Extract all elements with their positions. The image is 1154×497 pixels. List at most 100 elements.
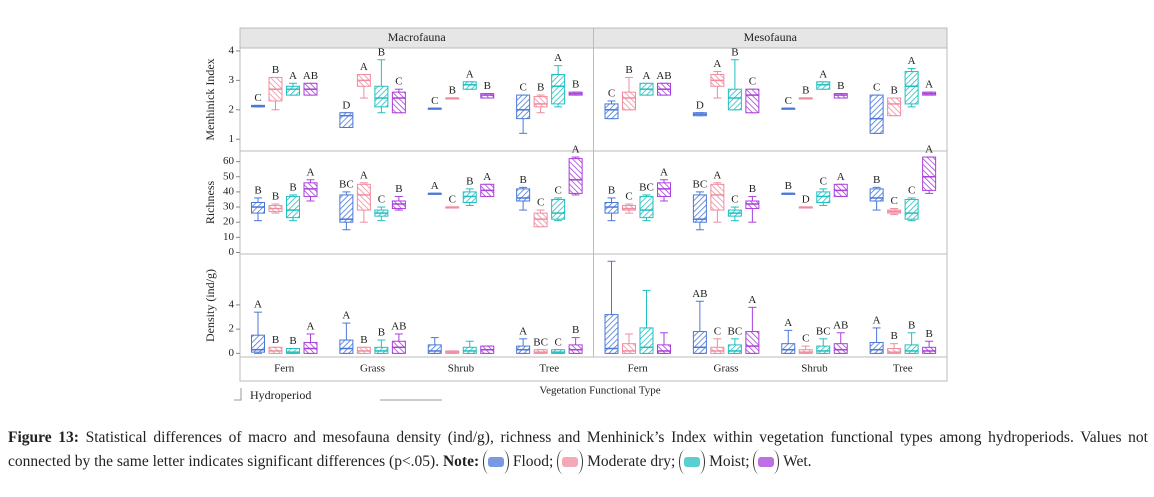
significance-letter: B <box>572 79 579 91</box>
box <box>622 91 636 111</box>
significance-letter: B <box>785 180 792 192</box>
significance-letter: AB <box>692 288 707 300</box>
significance-letter: C <box>625 191 632 203</box>
significance-letter: BC <box>728 325 743 337</box>
y-tick-label: 60 <box>223 155 235 167</box>
box <box>781 343 796 354</box>
significance-letter: C <box>785 95 792 107</box>
significance-letter: B <box>272 334 279 346</box>
significance-letter: BC <box>339 178 354 190</box>
significance-letter: A <box>360 61 368 73</box>
significance-letter: BC <box>533 336 548 348</box>
significance-letter: C <box>873 82 880 94</box>
box <box>286 195 300 219</box>
significance-letter: A <box>784 317 792 329</box>
box <box>251 202 265 214</box>
box <box>745 331 760 354</box>
significance-letter: B <box>378 327 385 339</box>
box <box>604 103 619 120</box>
box <box>551 198 566 220</box>
significance-letter: A <box>289 70 297 82</box>
legend-swatch-frame <box>679 450 706 474</box>
y-tick-label: 4 <box>229 44 235 56</box>
legend-label: Wet. <box>783 453 812 470</box>
box <box>604 314 619 354</box>
significance-letter: C <box>820 175 827 187</box>
y-axis-title: Density (ind/g) <box>203 269 217 342</box>
significance-letter: BC <box>816 325 831 337</box>
box <box>887 348 902 354</box>
significance-letter: A <box>342 310 350 322</box>
legend-label: Moist; <box>709 453 750 470</box>
significance-letter: B <box>272 64 279 76</box>
significance-letter: A <box>713 169 721 181</box>
significance-letter: C <box>608 88 615 100</box>
significance-letter: B <box>837 80 844 92</box>
box <box>904 71 919 105</box>
y-tick-label: 50 <box>223 170 235 182</box>
x-axis-frame <box>239 356 948 382</box>
significance-letter: A <box>307 166 315 178</box>
significance-letter: B <box>749 183 756 195</box>
box <box>869 341 884 354</box>
significance-letter: A <box>572 144 580 156</box>
box <box>303 182 318 197</box>
significance-letter: B <box>908 319 915 331</box>
y-tick-label: 20 <box>223 216 235 228</box>
significance-letter: A <box>837 171 845 183</box>
box <box>286 85 300 96</box>
box <box>639 327 654 354</box>
significance-letter: C <box>519 82 526 94</box>
significance-letter: D <box>342 99 350 111</box>
significance-letter: A <box>431 180 439 192</box>
significance-letter: A <box>307 321 315 333</box>
legend-bracket <box>234 388 242 401</box>
significance-letter: C <box>378 194 385 206</box>
legend-swatch <box>488 457 504 467</box>
box <box>622 343 636 354</box>
x-tick-label: Grass <box>360 363 385 375</box>
legend-swatch-frame <box>753 450 780 474</box>
significance-letter: A <box>554 52 562 64</box>
box <box>391 200 406 210</box>
significance-letter: B <box>360 334 367 346</box>
significance-letter: C <box>395 76 402 88</box>
y-tick-label: 40 <box>223 185 235 197</box>
box <box>887 97 902 117</box>
significance-letter: D <box>802 194 810 206</box>
legend-swatch-frame <box>483 450 509 474</box>
y-tick-label: 2 <box>229 323 235 335</box>
legend-swatch <box>562 457 579 467</box>
y-tick-label: 3 <box>229 74 235 86</box>
legend-swatch <box>758 457 775 467</box>
significance-letter: C <box>449 194 456 206</box>
legend-swatch-frame <box>557 450 584 474</box>
box <box>339 339 354 354</box>
box <box>816 345 831 354</box>
box <box>922 156 937 191</box>
significance-letter: B <box>572 324 579 336</box>
significance-letter: A <box>819 68 827 80</box>
significance-letter: C <box>431 95 438 107</box>
significance-letter: A <box>519 325 527 337</box>
y-tick-label: 10 <box>223 231 235 243</box>
facet-title: Mesofauna <box>744 30 798 44</box>
box <box>622 205 636 211</box>
box <box>869 188 884 202</box>
box <box>356 183 371 211</box>
significance-letter: BC <box>639 181 654 193</box>
significance-letter: A <box>254 299 262 311</box>
legend-label: Flood; <box>512 453 554 470</box>
box <box>462 191 477 204</box>
box <box>692 194 707 223</box>
significance-letter: C <box>908 184 915 196</box>
box <box>533 212 548 228</box>
caption-legend: Flood; Moderate dry; Moist; Wet. <box>479 450 812 474</box>
x-tick-label: Fern <box>628 363 649 375</box>
significance-letter: A <box>643 70 651 82</box>
significance-letter: C <box>731 194 738 206</box>
significance-letter: C <box>554 336 561 348</box>
significance-letter: A <box>660 166 668 178</box>
significance-letter: C <box>537 197 544 209</box>
significance-letter: B <box>289 181 296 193</box>
